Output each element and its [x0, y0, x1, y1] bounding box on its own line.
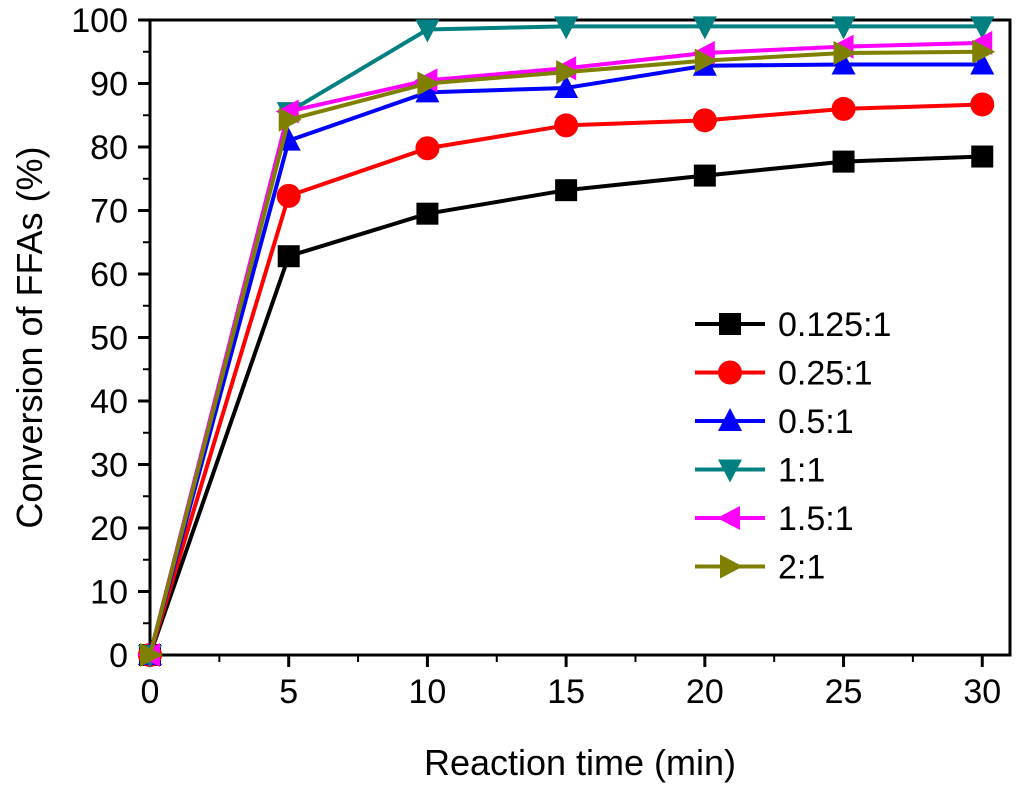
- legend-marker: [718, 408, 742, 431]
- y-tick-label: 90: [90, 66, 128, 104]
- data-point: [831, 96, 856, 121]
- legend-marker: [717, 506, 740, 530]
- data-point: [694, 48, 718, 73]
- legend-item: 1.5:1: [695, 500, 854, 538]
- legend-item: 2:1: [695, 549, 825, 587]
- data-point: [831, 51, 856, 75]
- series-2-1: [140, 39, 996, 667]
- legend-marker: [718, 360, 742, 385]
- legend-item: 0.5:1: [695, 403, 854, 441]
- y-axis-title: Conversion of FFAs (%): [9, 146, 50, 528]
- legend-label: 0.5:1: [778, 403, 854, 441]
- x-axis-title: Reaction time (min): [424, 742, 736, 783]
- x-tick-label: 25: [825, 673, 863, 711]
- data-point: [277, 245, 300, 268]
- y-tick-label: 20: [90, 510, 128, 548]
- legend-item: 1:1: [695, 452, 825, 490]
- x-tick-label: 5: [279, 673, 298, 711]
- data-point: [416, 202, 439, 225]
- data-point: [970, 51, 995, 75]
- data-point: [417, 71, 441, 96]
- data-point: [554, 113, 579, 138]
- series-line: [148, 154, 983, 656]
- series-line: [148, 49, 983, 656]
- legend-item: 0.125:1: [695, 306, 891, 344]
- legend-label: 0.25:1: [778, 355, 873, 393]
- legend-marker: [719, 313, 741, 335]
- legend-marker: [718, 459, 742, 483]
- data-point: [970, 16, 995, 40]
- legend-item: 0.25:1: [695, 355, 873, 393]
- x-tick-label: 20: [686, 673, 724, 711]
- legend-label: 1.5:1: [778, 500, 854, 538]
- y-tick-label: 10: [90, 574, 128, 612]
- legend-label: 1:1: [778, 452, 825, 490]
- data-point: [140, 643, 163, 667]
- data-point: [832, 150, 855, 173]
- data-point: [693, 164, 716, 187]
- x-tick-label: 0: [141, 673, 160, 711]
- y-tick-label: 0: [109, 637, 128, 675]
- x-tick-label: 15: [547, 673, 585, 711]
- legend-label: 2:1: [778, 549, 825, 587]
- y-tick-label: 70: [90, 193, 128, 231]
- data-point: [972, 39, 996, 64]
- y-tick-label: 100: [71, 2, 128, 40]
- data-point: [555, 179, 578, 202]
- data-point: [970, 92, 995, 117]
- data-point: [415, 136, 440, 161]
- data-point: [831, 16, 856, 40]
- x-tick-label: 10: [409, 673, 447, 711]
- data-point: [554, 16, 579, 40]
- data-point: [971, 145, 994, 168]
- legend-marker: [720, 554, 743, 579]
- data-point: [415, 79, 440, 103]
- y-tick-label: 60: [90, 256, 128, 294]
- y-tick-label: 50: [90, 320, 128, 358]
- y-tick-label: 40: [90, 383, 128, 421]
- x-tick-label: 30: [963, 673, 1001, 711]
- data-point: [692, 108, 717, 133]
- data-point: [554, 74, 579, 98]
- legend-label: 0.125:1: [778, 306, 891, 344]
- data-point: [278, 107, 302, 132]
- data-point: [276, 183, 301, 208]
- y-tick-label: 30: [90, 447, 128, 485]
- data-point: [556, 60, 580, 85]
- data-point: [833, 41, 857, 66]
- data-point: [415, 19, 440, 43]
- data-point: [692, 16, 717, 40]
- y-tick-label: 80: [90, 129, 128, 167]
